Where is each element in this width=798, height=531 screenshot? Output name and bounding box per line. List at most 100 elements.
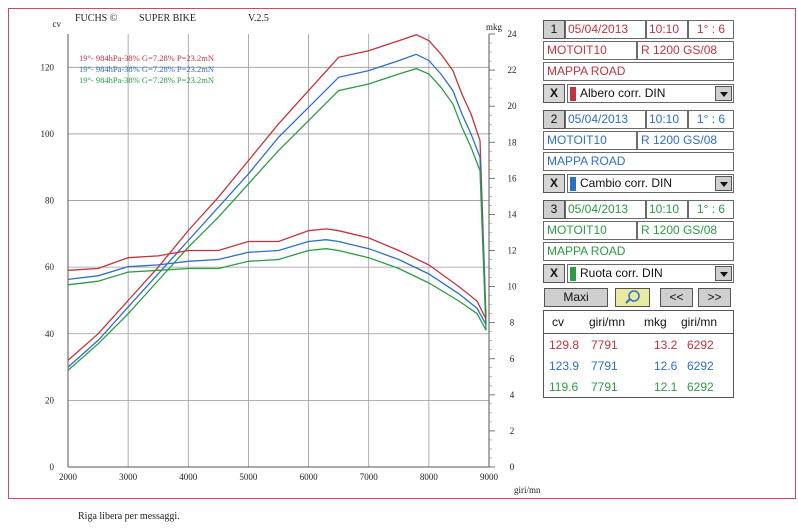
row-cv-rpm: 7791 xyxy=(591,338,618,352)
y2-axis-label: mkg xyxy=(486,22,503,32)
results-table: cv giri/mn mkg giri/mn 129.8 7791 13.2 6292 123.… xyxy=(543,310,734,398)
y2-tick-label: 6 xyxy=(510,354,515,364)
y-tick-label: 120 xyxy=(41,62,55,72)
x-tick-label: 9000 xyxy=(480,472,499,482)
chevron-down-icon[interactable] xyxy=(715,86,732,101)
y2-tick-label: 12 xyxy=(508,246,517,256)
table-divider xyxy=(544,333,733,334)
row-mkg: 13.2 xyxy=(654,338,678,352)
torque-curve xyxy=(67,228,487,320)
row-cv-rpm: 7791 xyxy=(591,380,618,394)
run-close-button[interactable]: X xyxy=(543,264,565,283)
chevron-down-icon[interactable] xyxy=(715,266,732,281)
row-mkg-rpm: 6292 xyxy=(687,380,714,394)
run-number-1[interactable]: 1 xyxy=(543,20,565,39)
x-tick-label: 6000 xyxy=(300,472,319,482)
row-cv-rpm: 7791 xyxy=(591,359,618,373)
run-map: MAPPA ROAD xyxy=(543,242,734,261)
y2-tick-label: 20 xyxy=(508,101,518,111)
y2-tick-label: 8 xyxy=(510,318,515,328)
y-tick-label: 20 xyxy=(45,395,55,405)
run-number-2[interactable]: 2 xyxy=(543,110,565,129)
run-map: MAPPA ROAD xyxy=(543,152,734,171)
legend-entry: 19°- 984hPa-38% G=7.28% P=23.2mN xyxy=(79,75,214,85)
run-gear: 1° : 6 xyxy=(688,20,734,39)
chevron-down-icon[interactable] xyxy=(715,176,732,191)
y-tick-label: 80 xyxy=(45,196,55,206)
y2-tick-label: 14 xyxy=(508,209,518,219)
run-number-3[interactable]: 3 xyxy=(543,200,565,219)
x-axis-label: giri/mn xyxy=(514,485,541,495)
y2-tick-label: 2 xyxy=(510,426,515,436)
run-bike: R 1200 GS/08 xyxy=(637,131,734,150)
row-mkg: 12.1 xyxy=(654,380,678,394)
row-cv: 123.9 xyxy=(549,359,580,373)
legend-entry: 19°- 984hPa-38% G=7.28% P=23.2mN xyxy=(79,53,214,63)
y-tick-label: 60 xyxy=(45,262,55,272)
run-close-button[interactable]: X xyxy=(543,174,565,193)
correction-label: Cambio corr. DIN xyxy=(580,176,673,190)
run-user: MOTOIT10 xyxy=(543,41,637,60)
x-tick-label: 7000 xyxy=(360,472,379,482)
y2-tick-label: 22 xyxy=(508,65,517,75)
power-curve xyxy=(67,67,487,371)
correction-select[interactable]: Cambio corr. DIN xyxy=(567,174,734,193)
y2-tick-label: 10 xyxy=(508,282,518,292)
run-user: MOTOIT10 xyxy=(543,131,637,150)
run-close-button[interactable]: X xyxy=(543,84,565,103)
run-gear: 1° : 6 xyxy=(688,200,734,219)
y2-tick-label: 18 xyxy=(508,137,518,147)
row-cv: 119.6 xyxy=(549,380,579,394)
correction-label: Albero corr. DIN xyxy=(580,86,666,100)
run-date: 05/04/2013 xyxy=(565,200,646,219)
y2-tick-label: 4 xyxy=(510,390,515,400)
correction-select[interactable]: Albero corr. DIN xyxy=(567,84,734,103)
run-user: MOTOIT10 xyxy=(543,221,637,240)
torque-curve xyxy=(67,248,487,331)
version-label: V.2.5 xyxy=(248,13,269,24)
y-axis-label: cv xyxy=(53,19,62,29)
x-tick-label: 4000 xyxy=(179,472,198,482)
x-tick-label: 8000 xyxy=(420,472,439,482)
y2-tick-label: 24 xyxy=(508,29,518,39)
y-tick-label: 0 xyxy=(50,462,55,472)
header-cv: cv xyxy=(552,315,564,329)
brand-label: FUCHS © xyxy=(75,13,118,24)
run-color-swatch xyxy=(570,177,576,191)
run-time: 10:10 xyxy=(646,200,688,219)
legend-entry: 19°- 984hPa-38% G=7.28% P=23.2mN xyxy=(79,64,214,74)
row-mkg-rpm: 6292 xyxy=(687,338,714,352)
product-label: SUPER BIKE xyxy=(139,13,196,24)
row-mkg-rpm: 6292 xyxy=(687,359,714,373)
correction-select[interactable]: Ruota corr. DIN xyxy=(567,264,734,283)
run-bike: R 1200 GS/08 xyxy=(637,41,734,60)
zoom-button[interactable] xyxy=(615,288,650,307)
row-cv: 129.8 xyxy=(549,338,580,352)
y2-tick-label: 16 xyxy=(508,173,518,183)
x-tick-label: 3000 xyxy=(119,472,138,482)
power-curve xyxy=(67,33,487,361)
x-tick-label: 5000 xyxy=(239,472,258,482)
run-map: MAPPA ROAD xyxy=(543,62,734,81)
run-color-swatch xyxy=(570,267,576,281)
run-time: 10:10 xyxy=(646,20,688,39)
chart-frame xyxy=(8,8,796,499)
run-date: 05/04/2013 xyxy=(565,110,646,129)
y-tick-label: 40 xyxy=(45,329,55,339)
header-mkg-rpm: giri/mn xyxy=(681,315,718,329)
run-gear: 1° : 6 xyxy=(688,110,734,129)
torque-curve xyxy=(67,239,487,325)
run-color-swatch xyxy=(570,87,576,101)
x-tick-label: 2000 xyxy=(59,472,78,482)
maxi-button[interactable]: Maxi xyxy=(544,288,608,307)
row-mkg: 12.6 xyxy=(654,359,678,373)
header-cv-rpm: giri/mn xyxy=(589,315,626,329)
power-curve xyxy=(67,53,487,368)
footer-message: Riga libera per messaggi. xyxy=(78,511,180,522)
correction-label: Ruota corr. DIN xyxy=(580,266,663,280)
prev-button[interactable]: << xyxy=(660,288,693,307)
next-button[interactable]: >> xyxy=(698,288,731,307)
run-time: 10:10 xyxy=(646,110,688,129)
run-date: 05/04/2013 xyxy=(565,20,646,39)
